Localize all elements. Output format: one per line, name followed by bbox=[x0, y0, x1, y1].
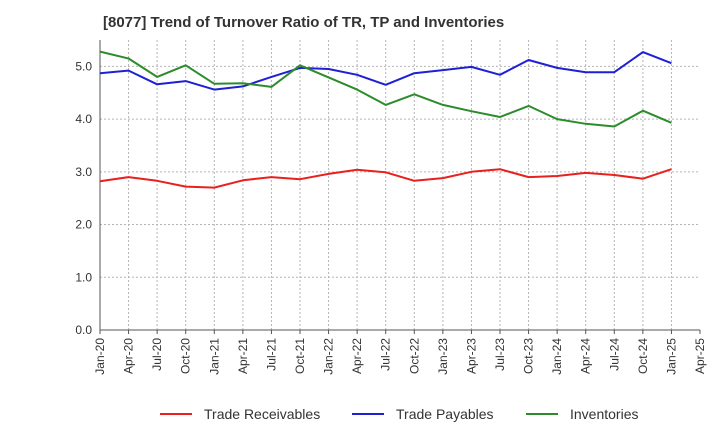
y-tick-label: 0.0 bbox=[75, 323, 92, 337]
x-tick-label: Oct-24 bbox=[636, 338, 650, 374]
y-tick-label: 1.0 bbox=[75, 270, 92, 284]
x-tick-label: Jan-22 bbox=[322, 338, 336, 375]
x-tick-label: Apr-25 bbox=[693, 338, 707, 374]
x-tick-label: Apr-20 bbox=[122, 338, 136, 374]
x-tick-label: Oct-22 bbox=[407, 338, 421, 374]
trade-receivables-line bbox=[99, 168, 672, 189]
x-tick-label: Jul-24 bbox=[607, 338, 621, 371]
x-tick-label: Oct-20 bbox=[179, 338, 193, 374]
x-tick-label: Oct-23 bbox=[522, 338, 536, 374]
y-tick-label: 2.0 bbox=[75, 218, 92, 232]
x-tick-label: Jan-21 bbox=[207, 338, 221, 375]
y-tick-label: 4.0 bbox=[75, 112, 92, 126]
x-tick-label: Jan-25 bbox=[664, 338, 678, 375]
x-tick-label: Jul-21 bbox=[264, 338, 278, 371]
legend: Trade Receivables Trade Payables Inventori… bbox=[160, 406, 638, 422]
series-layer bbox=[99, 50, 672, 189]
trade-payables-line bbox=[99, 51, 672, 91]
y-tick-label: 5.0 bbox=[75, 59, 92, 73]
x-tick-label: Oct-21 bbox=[293, 338, 307, 374]
grid-layer bbox=[100, 40, 700, 330]
inventories-legend-label: Inventories bbox=[570, 406, 638, 422]
x-tick-label: Jan-23 bbox=[436, 338, 450, 375]
x-tick-label: Jul-22 bbox=[379, 338, 393, 371]
chart-title: [8077] Trend of Turnover Ratio of TR, TP… bbox=[103, 14, 505, 31]
trade-payables-legend-label: Trade Payables bbox=[396, 406, 494, 422]
y-tick-label: 3.0 bbox=[75, 165, 92, 179]
x-tick-label: Apr-23 bbox=[464, 338, 478, 374]
x-tick-label: Apr-21 bbox=[236, 338, 250, 374]
x-tick-label: Apr-22 bbox=[350, 338, 364, 374]
x-tick-label: Jul-23 bbox=[493, 338, 507, 371]
x-tick-label: Apr-24 bbox=[579, 338, 593, 374]
axis-layer: 0.0 1.0 2.0 3.0 4.0 5.0 Jan-20 Apr-20 Jul-20 Oct-… bbox=[75, 40, 707, 375]
x-tick-label: Jan-24 bbox=[550, 338, 564, 375]
trade-receivables-legend-label: Trade Receivables bbox=[204, 406, 320, 422]
x-tick-label: Jan-20 bbox=[93, 338, 107, 375]
x-tick-label: Jul-20 bbox=[150, 338, 164, 371]
inventories-line bbox=[99, 50, 672, 128]
